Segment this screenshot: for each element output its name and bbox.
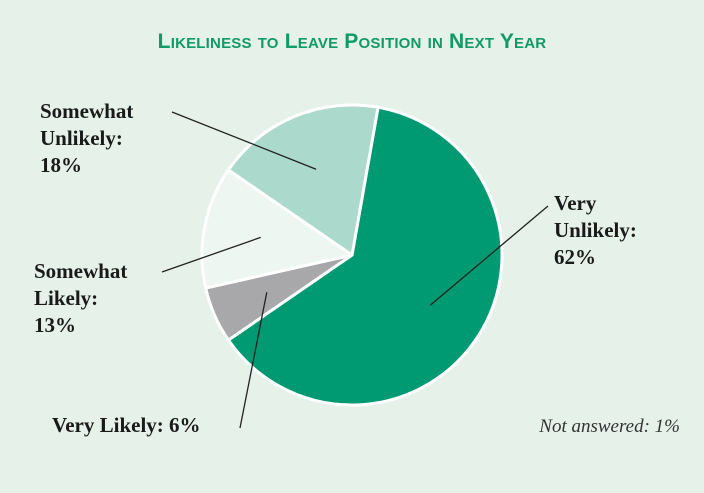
leader-line-somewhat-likely: [161, 236, 261, 273]
pie-slice-very-unlikely: [226, 105, 504, 407]
slice-label-very-likely: Very Likely: 6%: [52, 413, 201, 437]
slice-label-very-unlikely: Very Unlikely: 62%: [554, 191, 637, 269]
leader-line-somewhat-unlikely: [171, 111, 317, 170]
pie-slice-somewhat-likely: [200, 168, 354, 290]
slice-label-somewhat-likely: Somewhat Likely: 13%: [34, 259, 128, 337]
leader-line-very-unlikely: [429, 205, 549, 306]
slice-label-somewhat-unlikely: Somewhat Unlikely: 18%: [40, 99, 134, 177]
not-answered-note: Not answered: 1%: [539, 416, 680, 437]
pie-slice-somewhat-unlikely: [226, 103, 380, 257]
chart-title: Likeliness to Leave Position in Next Yea…: [157, 30, 547, 53]
leader-line-very-likely: [239, 292, 268, 429]
